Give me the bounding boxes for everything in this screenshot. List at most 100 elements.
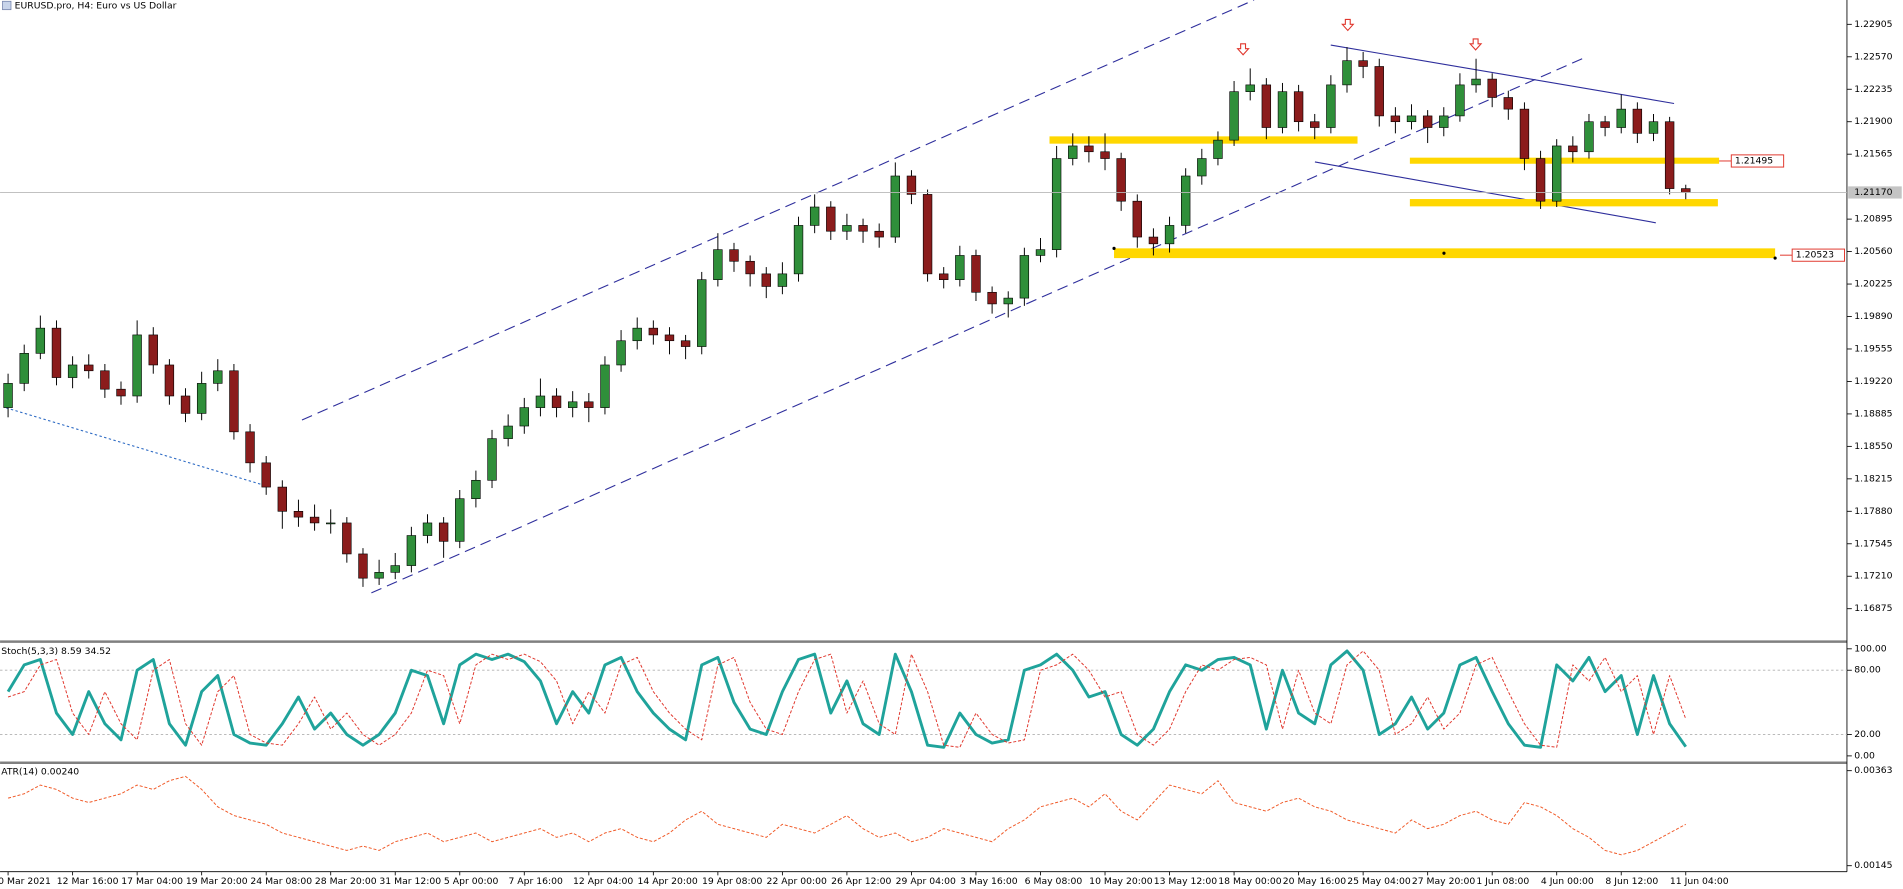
y-tick-label: 1.20895	[1854, 214, 1892, 225]
candle-body	[358, 553, 368, 579]
candle-body	[1632, 108, 1643, 134]
x-tick-label: 14 Apr 20:00	[638, 876, 698, 887]
candle-body	[1084, 145, 1094, 153]
candle-body	[826, 206, 836, 232]
y-tick-label: 1.19555	[1854, 343, 1892, 354]
candle-body	[1535, 158, 1546, 202]
x-tick-label: 8 Jun 12:00	[1605, 876, 1658, 887]
candle-body	[745, 260, 755, 275]
candle-body	[261, 462, 271, 488]
x-tick-label: 28 Mar 20:00	[315, 876, 377, 887]
candle-body	[793, 225, 804, 275]
candle-body	[326, 522, 336, 525]
x-tick-label: 12 Mar 16:00	[57, 876, 119, 887]
candle-body	[600, 364, 610, 408]
x-tick-label: 27 May 20:00	[1412, 876, 1476, 887]
candle-body	[245, 431, 255, 464]
price-label-box	[1791, 248, 1846, 262]
indicator-line	[7, 650, 1687, 748]
x-tick-label: 5 Apr 00:00	[444, 876, 499, 887]
candle-body	[535, 395, 546, 408]
candle-body	[1116, 158, 1126, 202]
candle-body	[229, 370, 239, 433]
candle-body	[1422, 115, 1433, 128]
candle-body	[100, 370, 110, 390]
dotted-trend	[5, 407, 262, 486]
price-label: 1.20523	[1796, 250, 1834, 261]
down-arrow	[1468, 38, 1483, 51]
candle-body	[1342, 60, 1352, 86]
y-tick-label: 1.19890	[1854, 311, 1892, 322]
candle-body	[1068, 145, 1078, 159]
candle-body	[1213, 139, 1223, 159]
candle-body	[180, 395, 191, 414]
candle-body	[374, 572, 384, 579]
indicator-line	[6, 649, 1687, 749]
candle-body	[455, 498, 465, 542]
candle-body	[632, 327, 642, 342]
y-tick-label: 1.16875	[1854, 603, 1892, 614]
y-tick-label: 0.00145	[1854, 860, 1892, 871]
candle-body	[1503, 97, 1513, 110]
candle-body	[1164, 225, 1175, 245]
x-tick-label: 10 May 20:00	[1089, 876, 1153, 887]
candle-body	[971, 255, 981, 293]
frame	[0, 0, 1848, 873]
y-tick-label: 1.22905	[1854, 19, 1892, 30]
candle-body	[422, 522, 433, 536]
candle-body	[1003, 297, 1013, 305]
candle-body	[1374, 66, 1384, 117]
candle-body	[196, 383, 207, 414]
candle-body	[1261, 84, 1272, 128]
zone	[1409, 157, 1720, 164]
y-tick-label: 1.17210	[1854, 571, 1892, 582]
candle-body	[1471, 78, 1481, 86]
candle-body	[551, 395, 562, 408]
y-tick-label: 20.00	[1854, 729, 1881, 740]
candle-body	[939, 273, 949, 280]
down-arrow	[1341, 18, 1355, 32]
candle-body	[1100, 151, 1110, 159]
candle-body	[1358, 60, 1368, 67]
candle-body	[890, 175, 901, 238]
x-tick-label: 19 Mar 20:00	[186, 876, 248, 887]
candle-body	[987, 291, 997, 305]
candle-body	[906, 175, 917, 195]
candle-body	[35, 327, 46, 354]
candle-body	[1664, 121, 1675, 189]
candle-body	[1552, 145, 1562, 202]
candle-body	[1681, 188, 1691, 193]
candle-body	[164, 364, 175, 397]
x-tick-label: 12 Apr 04:00	[573, 876, 633, 887]
candle-body	[648, 327, 659, 336]
candle-body	[664, 334, 675, 342]
y-tick-label: 1.22235	[1854, 84, 1892, 95]
candle-body	[1051, 158, 1062, 250]
candle-body	[3, 383, 13, 408]
candle-body	[1487, 78, 1497, 98]
x-tick-label: 17 Mar 04:00	[121, 876, 183, 887]
drawings	[5, 0, 1777, 594]
candle-body	[1132, 200, 1142, 238]
candle-body	[1568, 145, 1578, 153]
candle-body	[858, 225, 868, 232]
x-tick-label: 18 May 00:00	[1218, 876, 1282, 887]
zone	[1049, 136, 1358, 144]
y-tick-label: 1.21565	[1854, 149, 1892, 160]
candle-body	[390, 565, 400, 573]
candle-body	[1584, 121, 1594, 153]
candle-body	[309, 516, 320, 524]
current-price-label: 1.21170	[1854, 187, 1892, 198]
anchor-dot	[1112, 246, 1116, 250]
x-tick-label: 3 May 16:00	[960, 876, 1018, 887]
falling-channel-upper	[1330, 44, 1675, 105]
candle-body	[1390, 115, 1401, 123]
y-tick-label: 1.18215	[1854, 473, 1892, 484]
candle-body	[213, 370, 223, 384]
symbol-icon	[2, 0, 12, 11]
candle-body	[51, 327, 62, 378]
candle-body	[1519, 108, 1530, 159]
y-tick-label: 1.17880	[1854, 506, 1892, 517]
current-price-box	[1848, 186, 1902, 199]
